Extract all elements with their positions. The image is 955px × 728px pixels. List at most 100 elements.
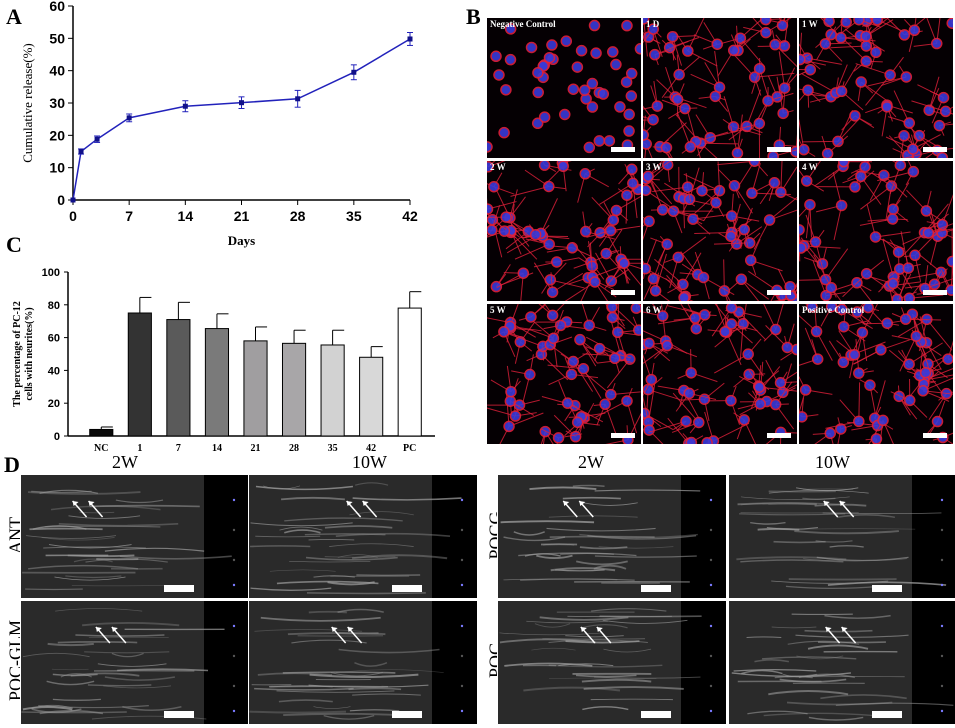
data-point — [70, 197, 76, 203]
ultrasound-image — [728, 600, 955, 725]
ultrasound-scan — [729, 475, 955, 598]
cell-image — [643, 161, 797, 301]
x-tick-label: 42 — [366, 443, 376, 454]
y-tick-label: 40 — [49, 63, 65, 79]
x-tick-label: 14 — [178, 208, 194, 224]
scale-bar — [641, 711, 671, 718]
ultrasound-scan — [21, 601, 249, 724]
column-title: 10W — [352, 452, 387, 472]
y-tick-label: 0 — [54, 431, 60, 443]
x-axis-label: Days — [228, 233, 255, 248]
ultrasound-image — [728, 474, 955, 599]
neurite-bar-chart: 020406080100NC171421283542PCDaysThe perc… — [12, 267, 435, 454]
y-tick-label: 10 — [49, 160, 65, 176]
y-axis-label: cells with neurites(%) — [24, 307, 35, 400]
ultrasound-image — [20, 474, 250, 599]
x-tick-label: 7 — [125, 208, 133, 224]
series-line — [72, 38, 411, 201]
panel-title: 5 W — [490, 305, 506, 315]
x-tick-label: 1 — [137, 443, 142, 454]
column-title: 2W — [112, 452, 138, 472]
ultrasound-image — [497, 600, 727, 725]
y-tick-label: 0 — [57, 192, 65, 208]
scale-bar — [923, 147, 947, 152]
panel-title: Negative Control — [490, 19, 556, 29]
scale-bar — [164, 711, 194, 718]
y-tick-label: 60 — [49, 0, 65, 14]
microscopy-panel: Positive Control — [799, 304, 953, 444]
bar — [127, 312, 152, 437]
data-point — [407, 36, 413, 42]
x-tick-label: 35 — [346, 208, 362, 224]
panel-label-d: D — [4, 452, 20, 477]
ultrasound-image — [248, 474, 478, 599]
data-point — [78, 149, 84, 154]
cell-image — [487, 161, 641, 301]
panel-title: 2 W — [490, 162, 506, 172]
data-point — [295, 96, 301, 102]
ultrasound-scan — [249, 601, 477, 724]
scale-bar — [611, 147, 635, 152]
y-axis-label: Cumulative release(%) — [20, 43, 35, 162]
panel-title: Positive Control — [802, 305, 865, 315]
scale-bar — [872, 711, 902, 718]
panel-label-a: A — [6, 4, 22, 29]
cell-image — [799, 18, 953, 158]
data-point — [182, 103, 188, 109]
data-point — [94, 136, 100, 142]
microscopy-panel: 1 D — [643, 18, 797, 158]
data-point — [351, 69, 357, 75]
bar — [359, 356, 384, 437]
microscopy-panel: 2 W — [487, 161, 641, 301]
x-tick-label: 42 — [402, 208, 418, 224]
y-tick-label: 50 — [49, 30, 65, 46]
microscopy-panel: 5 W — [487, 304, 641, 444]
panel-title: 4 W — [802, 162, 818, 172]
ultrasound-scan — [249, 475, 477, 598]
scale-bar — [611, 433, 635, 438]
data-point — [239, 100, 244, 106]
microscopy-panel: 3 W — [643, 161, 797, 301]
microscopy-panel: 1 W — [799, 18, 953, 158]
bar — [89, 428, 114, 437]
ultrasound-image — [248, 600, 478, 725]
x-tick-label: 28 — [289, 443, 299, 454]
bar — [204, 328, 230, 437]
cell-image — [799, 304, 953, 444]
x-tick-label: 21 — [251, 443, 261, 454]
cell-image — [487, 19, 641, 154]
y-axis-label: The percentage of PC-12 — [12, 301, 23, 407]
x-tick-label: 0 — [69, 208, 77, 224]
bar — [243, 340, 268, 437]
cell-image — [643, 18, 797, 158]
scale-bar — [923, 433, 947, 438]
scale-bar — [611, 290, 635, 295]
y-tick-label: 20 — [49, 127, 65, 143]
ultrasound-scan — [21, 475, 249, 598]
ultrasound-scan — [498, 475, 726, 598]
panel-title: 6 W — [646, 305, 662, 315]
microscopy-panel: 4 W — [799, 161, 953, 301]
scale-bar — [923, 290, 947, 295]
y-tick-label: 80 — [48, 300, 60, 312]
x-tick-label: 35 — [328, 443, 338, 454]
y-tick-label: 20 — [48, 398, 60, 410]
bar — [320, 344, 345, 437]
bar — [166, 319, 191, 437]
x-tick-label: 28 — [290, 208, 306, 224]
release-line-chart: 0 10 20 30 40 50 60 0 7 14 21 28 35 42 Days Cumulative … — [20, 0, 418, 248]
ultrasound-scan — [729, 601, 955, 724]
scale-bar — [872, 585, 902, 592]
panel-label-b: B — [466, 4, 481, 29]
x-tick-label: 21 — [234, 208, 250, 224]
x-tick-label: 14 — [212, 443, 222, 454]
x-tick-label: NC — [94, 443, 108, 454]
cell-image — [643, 304, 797, 444]
x-tick-label: 7 — [176, 443, 181, 454]
scale-bar — [767, 290, 791, 295]
data-point — [126, 115, 132, 121]
panel-title: 3 W — [646, 162, 662, 172]
ultrasound-image — [20, 600, 250, 725]
scale-bar — [164, 585, 194, 592]
cell-image — [487, 304, 641, 444]
